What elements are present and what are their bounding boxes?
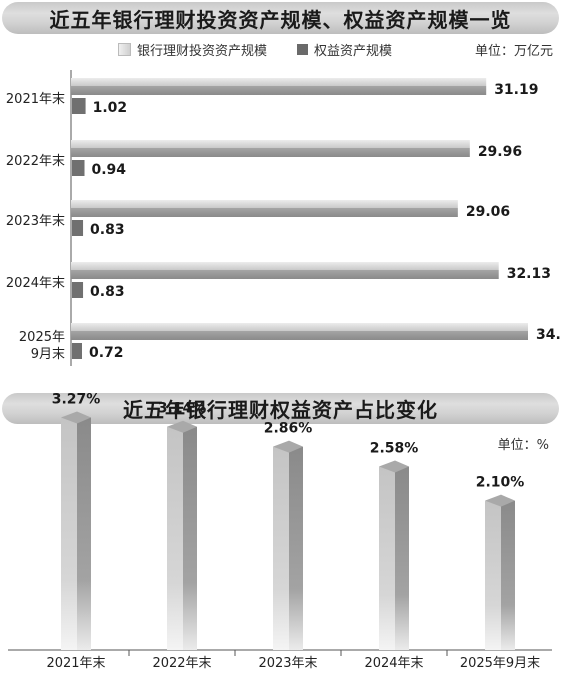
- bar-investment-top: [71, 200, 458, 208]
- bar-investment-top: [71, 78, 487, 86]
- x-category-label: 2021年末: [46, 656, 105, 671]
- column-4: [485, 494, 515, 650]
- column-1: [167, 420, 197, 650]
- bar-investment: [71, 86, 487, 95]
- category-label: 2021年末: [6, 92, 65, 107]
- legend-swatch-light: [118, 43, 131, 56]
- bar-equity: [72, 160, 85, 176]
- bar-equity: [72, 220, 84, 236]
- value-label-investment: 31.19: [494, 82, 538, 98]
- percent-label: 3.27%: [52, 391, 101, 407]
- legend-swatch-dark: [297, 44, 309, 55]
- category-label: 2022年末: [6, 154, 65, 169]
- value-label-equity: 0.83: [90, 222, 125, 238]
- category-label: 2024年末: [6, 276, 65, 291]
- value-label-investment: 32.13: [507, 266, 551, 282]
- value-label-equity: 0.72: [89, 345, 124, 361]
- bar-equity: [72, 282, 84, 298]
- legend-item-investment: 银行理财投资资产规模: [118, 40, 267, 59]
- bar-investment: [71, 148, 470, 157]
- legend-label-equity: 权益资产规模: [314, 44, 393, 59]
- value-label-investment: 29.96: [478, 144, 522, 160]
- percent-label: 2.10%: [476, 475, 525, 491]
- x-category-label: 2024年末: [364, 656, 423, 671]
- category-label: 2023年末: [6, 214, 65, 229]
- value-label-equity: 0.94: [92, 162, 127, 178]
- bar-investment: [71, 208, 458, 217]
- bottom-chart-title: 近五年银行理财权益资产占比变化: [2, 393, 559, 424]
- percent-label: 2.86%: [264, 421, 313, 437]
- bar-investment: [71, 270, 499, 279]
- column-0: [61, 411, 91, 650]
- column-3: [379, 460, 409, 650]
- bar-equity: [72, 98, 86, 114]
- top-chart-legend: 银行理财投资资产规模 权益资产规模: [118, 40, 422, 59]
- top-chart-unit: 单位：万亿元: [474, 44, 553, 59]
- column-2: [273, 440, 303, 650]
- category-label: 9月末: [31, 347, 65, 362]
- bar-investment: [71, 331, 528, 340]
- bar-equity: [72, 343, 82, 359]
- top-chart-title: 近五年银行理财投资资产规模、权益资产规模一览: [2, 2, 559, 34]
- x-category-label: 2025年9月末: [460, 656, 540, 671]
- value-label-investment: 29.06: [466, 204, 510, 220]
- value-label-equity: 0.83: [90, 284, 125, 300]
- value-label-equity: 1.02: [93, 100, 128, 116]
- percent-label: 3.14%: [158, 401, 207, 417]
- bar-investment-top: [71, 262, 499, 270]
- bar-investment-top: [71, 323, 528, 331]
- x-category-label: 2023年末: [258, 656, 317, 671]
- horizontal-bar-chart: 31.19 1.02 2021年末 29.96 0.94 2022年末 29.06 0.83 2…: [6, 70, 561, 366]
- x-category-label: 2022年末: [152, 656, 211, 671]
- value-label-investment: 34.33: [536, 327, 561, 343]
- legend-item-equity: 权益资产规模: [297, 40, 392, 59]
- bottom-chart-unit: 单位：%: [497, 438, 549, 453]
- legend-label-investment: 银行理财投资资产规模: [137, 44, 268, 59]
- bar-investment-top: [71, 140, 470, 148]
- category-label: 2025年: [19, 330, 65, 345]
- percent-label: 2.58%: [370, 441, 419, 457]
